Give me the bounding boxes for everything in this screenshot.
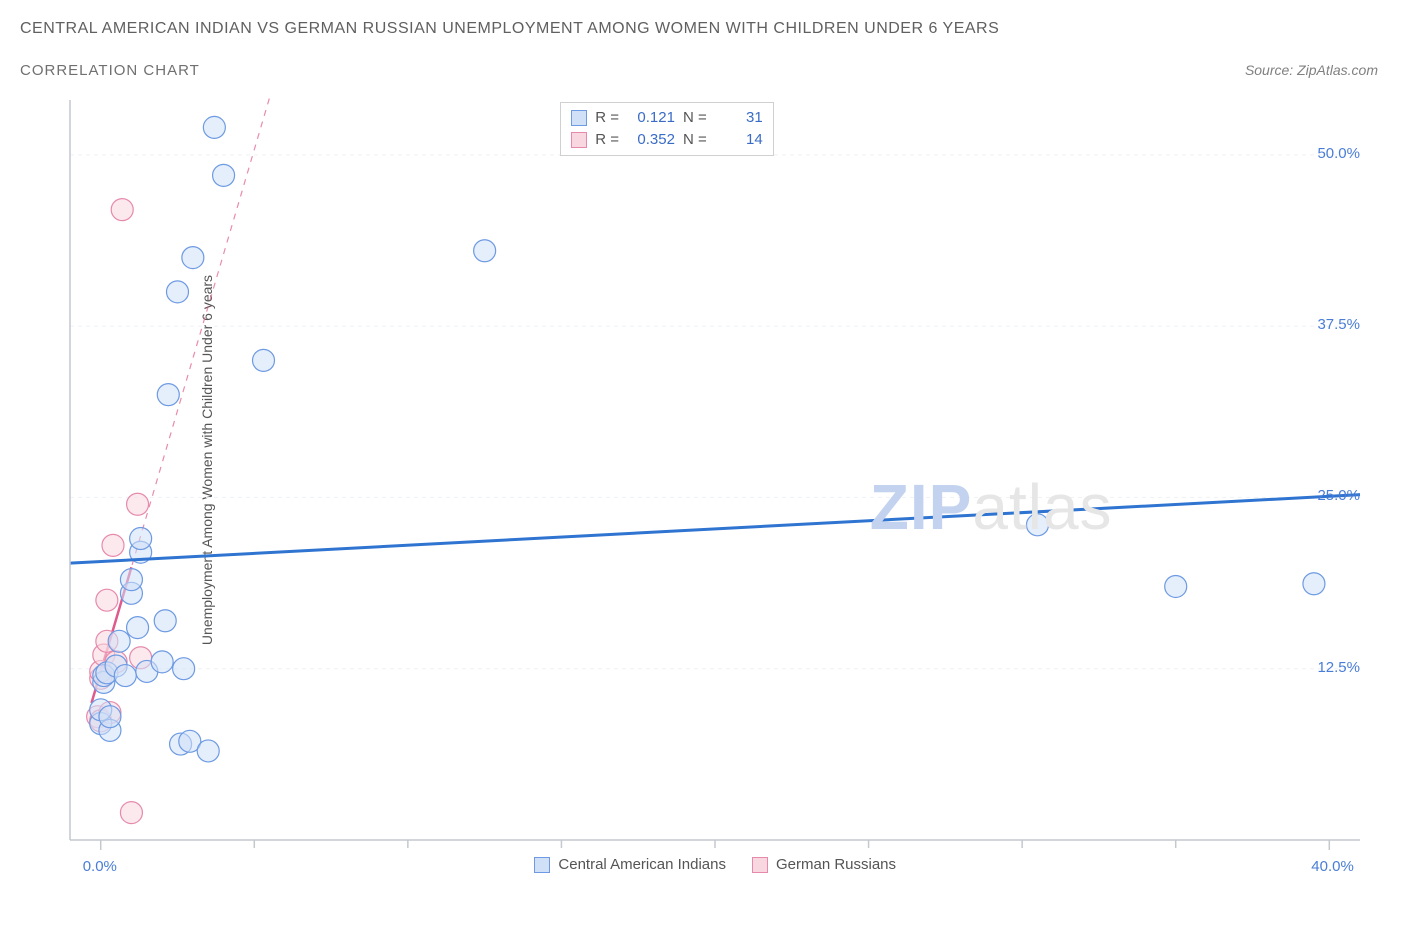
- y-tick-label: 12.5%: [1300, 659, 1360, 676]
- y-tick-label: 37.5%: [1300, 316, 1360, 333]
- chart-container: CENTRAL AMERICAN INDIAN VS GERMAN RUSSIA…: [0, 0, 1406, 930]
- source-attribution: Source: ZipAtlas.com: [1245, 62, 1378, 78]
- legend-swatch: [571, 110, 587, 126]
- chart-subtitle: CORRELATION CHART: [20, 62, 200, 79]
- legend-label: German Russians: [776, 856, 896, 873]
- legend-swatch: [571, 132, 587, 148]
- chart-title: CENTRAL AMERICAN INDIAN VS GERMAN RUSSIA…: [20, 20, 999, 38]
- y-tick-label: 50.0%: [1300, 145, 1360, 162]
- legend-swatch: [752, 857, 768, 873]
- legend-item: Central American Indians: [534, 856, 726, 873]
- scatter-chart: [60, 95, 1380, 865]
- chart-stage: [60, 95, 1380, 865]
- x-tick-label: 40.0%: [1311, 858, 1354, 875]
- legend-swatch: [534, 857, 550, 873]
- correlation-legend: R =0.121N =31R =0.352N =14: [560, 102, 774, 156]
- legend-row: R =0.121N =31: [571, 107, 763, 129]
- y-tick-label: 25.0%: [1300, 487, 1360, 504]
- x-tick-label: 0.0%: [83, 858, 117, 875]
- legend-item: German Russians: [752, 856, 896, 873]
- series-legend: Central American Indians German Russians: [534, 856, 896, 873]
- legend-row: R =0.352N =14: [571, 129, 763, 151]
- legend-label: Central American Indians: [558, 856, 726, 873]
